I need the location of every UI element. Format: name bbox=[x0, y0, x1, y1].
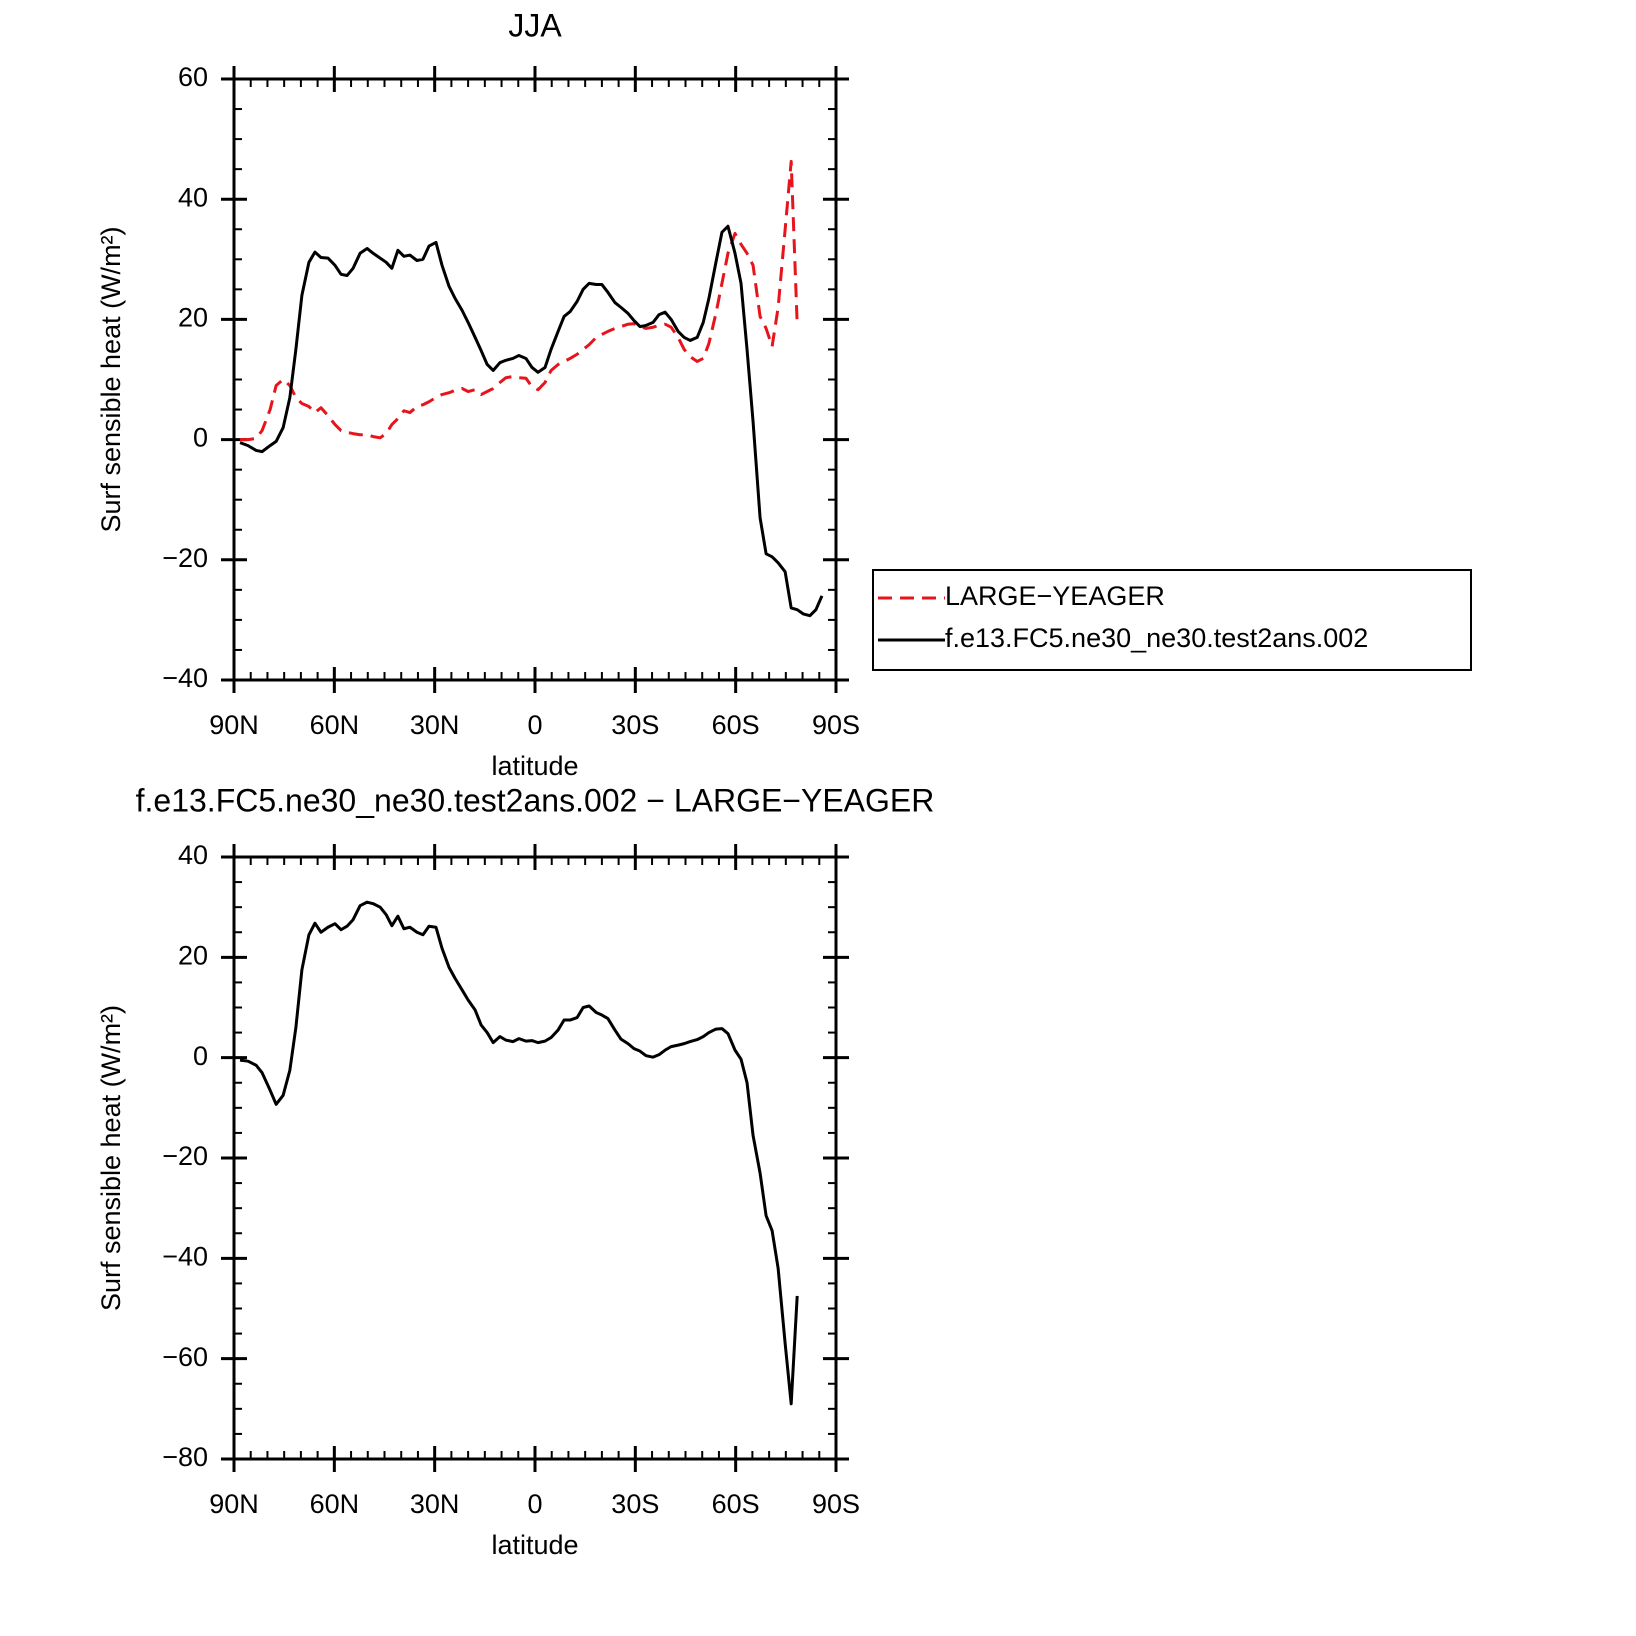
x-tick-label: 30N bbox=[410, 1489, 460, 1519]
y-tick-label: 20 bbox=[178, 303, 208, 333]
data-line bbox=[239, 900, 799, 1406]
data-line bbox=[239, 224, 824, 618]
y-tick-label: 0 bbox=[193, 1041, 208, 1071]
y-tick-label: −40 bbox=[162, 1241, 208, 1271]
chart-title: JJA bbox=[508, 7, 562, 43]
legend-box bbox=[872, 569, 1472, 671]
y-tick-label: 0 bbox=[193, 423, 208, 453]
plot-frame bbox=[232, 77, 838, 682]
y-tick-label: −20 bbox=[162, 1141, 208, 1171]
legend-label: LARGE−YEAGER bbox=[945, 581, 1165, 611]
chart-title: f.e13.FC5.ne30_ne30.test2ans.002 − LARGE… bbox=[136, 782, 935, 818]
plot-frame bbox=[232, 855, 838, 1461]
y-axis-label: Surf sensible heat (W/m²) bbox=[96, 226, 126, 532]
y-tick-label: 60 bbox=[178, 62, 208, 92]
x-tick-label: 0 bbox=[527, 710, 542, 740]
x-tick-label: 90S bbox=[812, 1489, 860, 1519]
y-tick-label: 40 bbox=[178, 840, 208, 870]
x-tick-label: 90N bbox=[209, 710, 259, 740]
data-line bbox=[240, 159, 799, 442]
x-tick-label: 30N bbox=[410, 710, 460, 740]
x-tick-label: 60N bbox=[310, 1489, 360, 1519]
legend-label: f.e13.FC5.ne30_ne30.test2ans.002 bbox=[945, 623, 1368, 653]
y-tick-label: 40 bbox=[178, 182, 208, 212]
y-tick-label: 20 bbox=[178, 940, 208, 970]
y-tick-label: −40 bbox=[162, 663, 208, 693]
x-tick-label: 90S bbox=[812, 710, 860, 740]
x-axis-label: latitude bbox=[491, 751, 578, 781]
x-tick-label: 60S bbox=[712, 1489, 760, 1519]
x-tick-label: 0 bbox=[527, 1489, 542, 1519]
y-tick-label: −60 bbox=[162, 1342, 208, 1372]
y-tick-label: −20 bbox=[162, 543, 208, 573]
y-axis-label: Surf sensible heat (W/m²) bbox=[96, 1005, 126, 1311]
x-tick-label: 30S bbox=[611, 1489, 659, 1519]
x-tick-label: 90N bbox=[209, 1489, 259, 1519]
y-tick-label: −80 bbox=[162, 1442, 208, 1472]
x-tick-label: 60N bbox=[310, 710, 360, 740]
x-axis-label: latitude bbox=[491, 1530, 578, 1560]
x-tick-label: 30S bbox=[611, 710, 659, 740]
x-tick-label: 60S bbox=[712, 710, 760, 740]
